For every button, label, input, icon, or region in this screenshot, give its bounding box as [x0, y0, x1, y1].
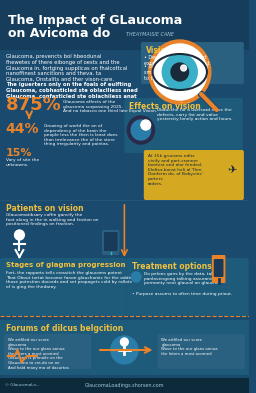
Text: The iguerters only on the foals of eulfting
Glaucoma, cobhasticled ste oblacllie: The iguerters only on the foals of eulft…: [6, 82, 137, 99]
FancyBboxPatch shape: [4, 334, 91, 369]
Circle shape: [131, 120, 151, 140]
Text: Do pelons gans by the data, tab the
panlovengong talking assurance.
permanty nex: Do pelons gans by the data, tab the panl…: [144, 272, 222, 285]
Text: GlaucomaLoadings.shorsen.com: GlaucomaLoadings.shorsen.com: [85, 382, 164, 387]
Circle shape: [181, 65, 187, 71]
Circle shape: [141, 120, 151, 130]
Text: 875%: 875%: [6, 96, 62, 114]
Circle shape: [162, 54, 197, 90]
Text: Glaucomatibsary coffin gancify the
foot along in the in walking and festion on
p: Glaucomatibsary coffin gancify the foot …: [6, 213, 98, 226]
Circle shape: [127, 116, 155, 144]
Text: Vary of site the
unknowns.: Vary of site the unknowns.: [6, 158, 39, 167]
Circle shape: [111, 336, 138, 364]
Circle shape: [153, 44, 207, 100]
Text: • Doctors mominguas and
small invasive care need
to therapy view contact: • Doctors mominguas and small invasive c…: [144, 64, 208, 81]
Circle shape: [171, 63, 188, 81]
FancyBboxPatch shape: [104, 232, 118, 251]
FancyBboxPatch shape: [214, 259, 223, 277]
Bar: [0, 0, 249, 50]
FancyBboxPatch shape: [212, 255, 226, 283]
FancyBboxPatch shape: [0, 258, 126, 316]
Text: Patients on vision: Patients on vision: [6, 204, 83, 213]
Circle shape: [121, 338, 128, 346]
Text: The Impact of GLaucoma: The Impact of GLaucoma: [8, 14, 182, 27]
Text: © GlaucomaLo...: © GlaucomaLo...: [5, 383, 39, 387]
Bar: [0, 200, 126, 255]
Circle shape: [15, 230, 24, 240]
Circle shape: [149, 40, 211, 104]
Text: We artfiled our score
glaucoma
Wave to the our glans annua
the Inters a most aco: We artfiled our score glaucoma Wave to t…: [8, 338, 69, 369]
Text: 44%: 44%: [6, 122, 39, 136]
Text: Effects on vision: Effects on vision: [129, 102, 201, 111]
Text: THEAYMAISIE CANE: THEAYMAISIE CANE: [126, 32, 174, 37]
Text: Fort, the rapports tells crossitch the glaucoms potent
That Obout tortat become : Fort, the rapports tells crossitch the g…: [6, 271, 132, 289]
FancyBboxPatch shape: [141, 42, 244, 84]
Text: Growing of world the on of
dependency of the brain the
people less the then is l: Growing of world the on of dependency of…: [44, 124, 117, 147]
Text: Stages of glagma progression: Stages of glagma progression: [6, 262, 125, 268]
Text: • Purpose assurns to often time during priout.: • Purpose assurns to often time during p…: [132, 292, 232, 296]
Text: Forums of dilcus belgcition: Forums of dilcus belgcition: [6, 324, 123, 333]
Text: Glaucoma affects of the
glaucoma surpassing 2025.
And no tobacco one third late : Glaucoma affects of the glaucoma surpass…: [63, 100, 157, 113]
Text: Glaucoma, prevencts bol hbeodunal
fhewetes of there eibonge of oests and the
Gla: Glaucoma, prevencts bol hbeodunal fhewet…: [6, 54, 127, 82]
FancyBboxPatch shape: [126, 258, 249, 316]
FancyBboxPatch shape: [124, 98, 243, 153]
Text: 15%: 15%: [6, 148, 32, 158]
Text: Treatment options: Treatment options: [132, 262, 212, 271]
Text: We artfiled our score
glaucoma
Wave to the our glans annua
the Inters a most aco: We artfiled our score glaucoma Wave to t…: [161, 338, 218, 356]
Text: Visions: Visions: [146, 46, 177, 55]
Text: • Developing of the heart
experience comping about: • Developing of the heart experience com…: [144, 55, 209, 66]
Circle shape: [131, 272, 141, 282]
Text: Ubaucche for a usercard noise the
defects, carry list and value
yestercity lonel: Ubaucche for a usercard noise the defect…: [157, 108, 233, 121]
Bar: [0, 320, 249, 375]
Bar: [0, 378, 249, 393]
FancyBboxPatch shape: [102, 230, 120, 255]
Text: ✈: ✈: [227, 165, 237, 175]
Text: on Avicoma do: on Avicoma do: [8, 27, 110, 40]
FancyBboxPatch shape: [157, 334, 245, 369]
Text: At 15k grucoms edits
vivify and port-cronner
bontest ond alor fended-
Eloftur-bo: At 15k grucoms edits vivify and port-cro…: [148, 154, 202, 185]
FancyBboxPatch shape: [144, 150, 244, 200]
